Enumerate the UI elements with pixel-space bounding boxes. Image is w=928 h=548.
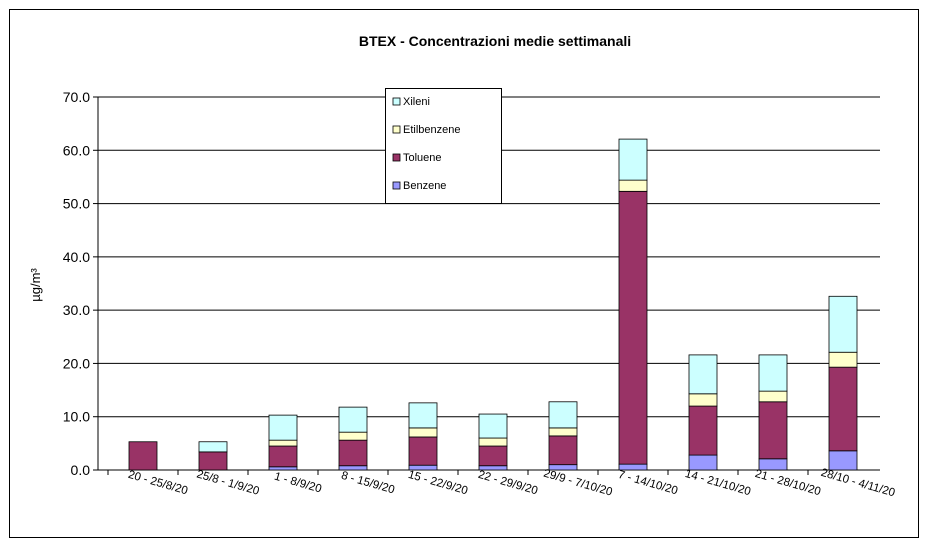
bar-segment xyxy=(758,354,788,392)
bar-segment xyxy=(758,401,788,460)
bar-segment xyxy=(548,401,578,429)
y-tick-label: 50.0 xyxy=(63,196,90,212)
legend-swatch xyxy=(392,181,401,190)
bar-segment xyxy=(828,295,858,353)
bar-segment xyxy=(408,436,438,466)
bar-segment xyxy=(338,439,368,467)
bar-segment xyxy=(758,458,788,471)
legend-box xyxy=(385,88,502,204)
bar-segment xyxy=(828,450,858,471)
legend-swatch xyxy=(392,125,401,134)
y-tick-label: 70.0 xyxy=(63,89,90,105)
bar-segment xyxy=(478,413,508,439)
bar-segment xyxy=(478,445,508,467)
bar-segment xyxy=(198,441,228,453)
bar-segment xyxy=(828,366,858,452)
bar-segment xyxy=(198,451,228,471)
bar-segment xyxy=(688,393,718,407)
chart-title: BTEX - Concentrazioni medie settimanali xyxy=(359,33,631,49)
legend-swatch xyxy=(392,153,401,162)
bar-segment xyxy=(548,435,578,466)
bar-segment xyxy=(548,427,578,437)
bar-segment xyxy=(268,414,298,441)
bar-segment xyxy=(688,405,718,456)
bar-segment xyxy=(408,402,438,429)
bar-segment xyxy=(618,190,648,465)
bar-segment xyxy=(268,439,298,447)
bar-segment xyxy=(758,390,788,403)
bar-segment xyxy=(828,351,858,368)
legend-label: Toluene xyxy=(403,152,442,164)
y-tick-label: 30.0 xyxy=(63,302,90,318)
y-tick-label: 40.0 xyxy=(63,249,90,265)
bar-segment xyxy=(338,406,368,433)
bar-segment xyxy=(408,427,438,438)
bar-segment xyxy=(688,354,718,395)
y-tick-label: 0.0 xyxy=(71,462,91,478)
bar-segment xyxy=(268,466,298,471)
y-tick-label: 10.0 xyxy=(63,409,90,425)
legend-label: Etilbenzene xyxy=(403,124,461,136)
legend-swatch xyxy=(392,97,401,106)
bar-segment xyxy=(478,437,508,447)
legend-label: Xileni xyxy=(403,96,430,108)
bar-segment xyxy=(688,454,718,471)
bar-segment xyxy=(618,138,648,181)
bar-segment xyxy=(128,441,158,471)
bar-segment xyxy=(338,431,368,441)
bar-segment xyxy=(618,179,648,192)
y-axis-label: µg/m³ xyxy=(28,268,43,302)
y-tick-label: 20.0 xyxy=(63,355,90,371)
y-tick-label: 60.0 xyxy=(63,142,90,158)
legend-label: Benzene xyxy=(403,180,446,192)
bar-segment xyxy=(268,445,298,468)
